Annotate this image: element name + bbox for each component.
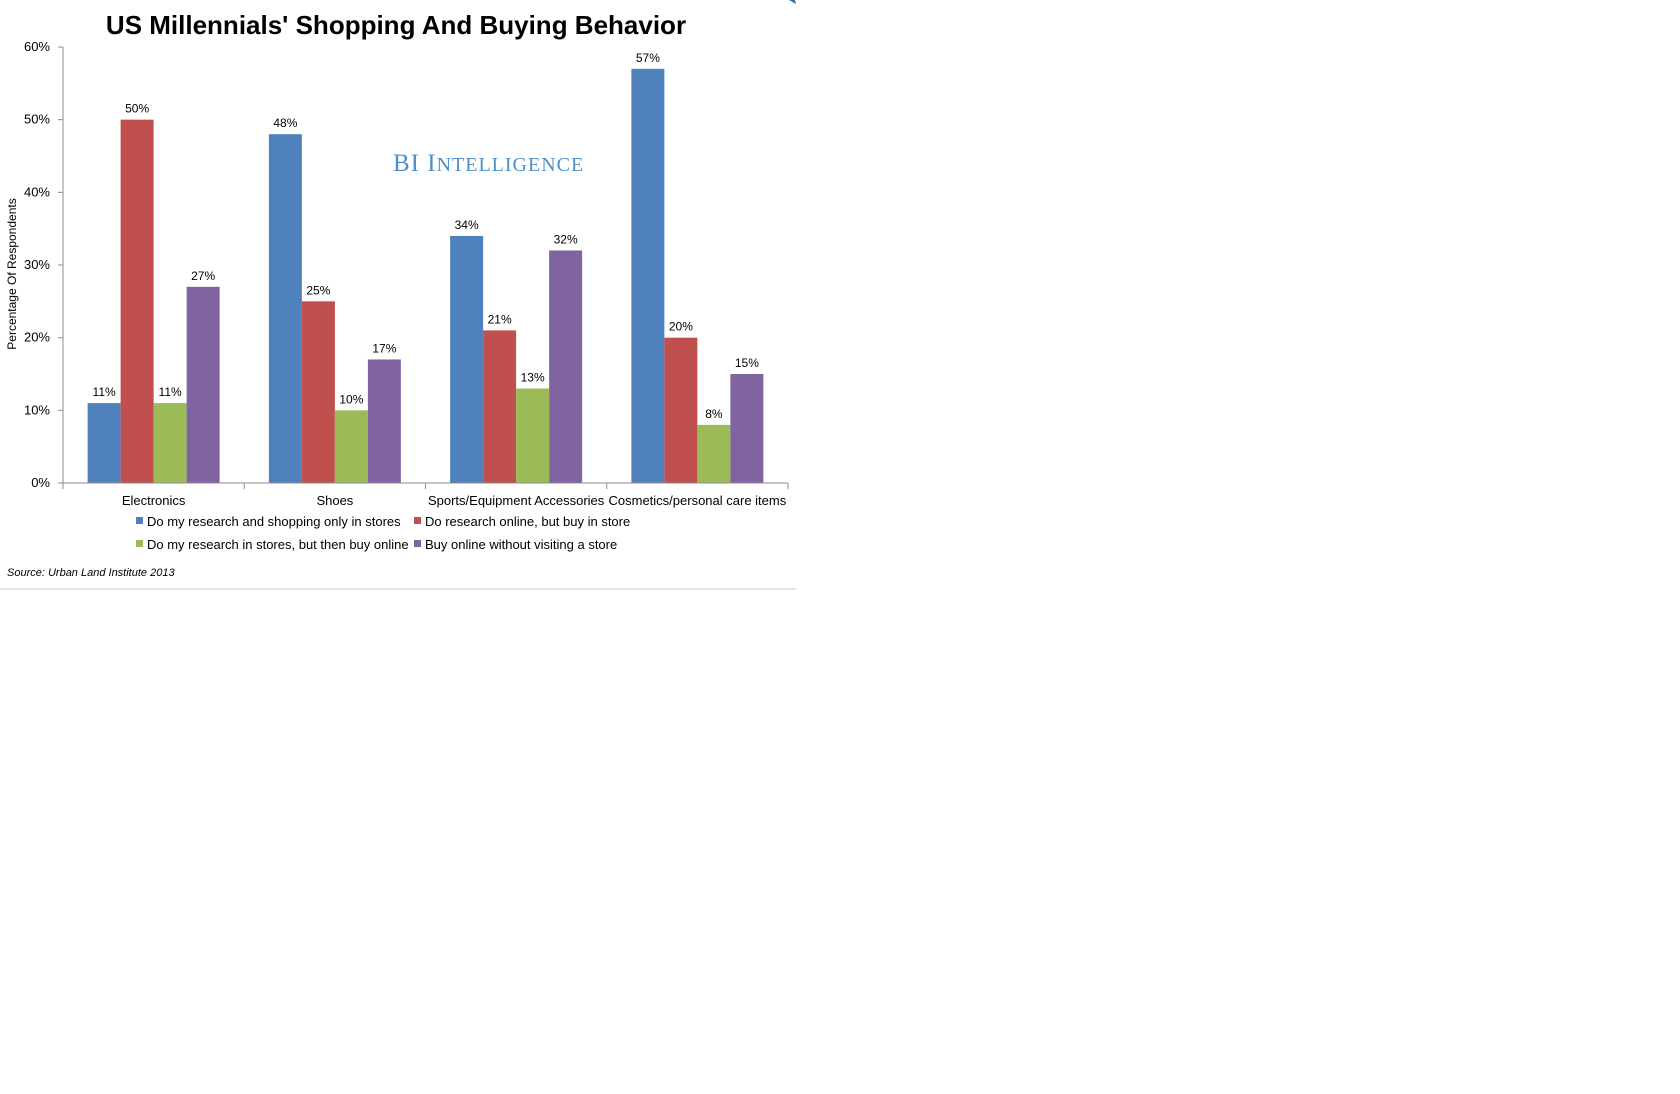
- corner-mark: [789, 0, 796, 4]
- bar: [268, 134, 302, 483]
- axes-group: [62, 47, 789, 489]
- bar: [120, 119, 154, 484]
- legend-swatch: [414, 517, 421, 524]
- source-note: Source: Urban Land Institute 2013: [7, 567, 175, 579]
- legend-label: Do research online, but buy in store: [425, 514, 630, 529]
- bar-value-label: 25%: [306, 283, 330, 297]
- bar: [516, 388, 550, 483]
- bar: [697, 424, 731, 483]
- bar-value-label: 21%: [488, 312, 512, 326]
- bar-value-label: 34%: [455, 218, 479, 232]
- bar-value-label: 57%: [636, 51, 660, 65]
- y-tick-label: 50%: [24, 112, 50, 127]
- bar: [186, 286, 220, 483]
- data-labels-group: 11% 50% 11% 27% 48% 25% 10% 17% 34% 21% 13% 32% 57% 2…: [93, 51, 760, 421]
- bar: [664, 337, 698, 483]
- bar: [730, 374, 764, 483]
- bar: [631, 68, 665, 484]
- bar-value-label: 50%: [125, 102, 149, 116]
- x-category-label: Cosmetics/personal care items: [609, 493, 787, 508]
- bi-intelligence-watermark: BI INTELLIGENCE: [393, 150, 584, 177]
- legend: Do my research and shopping only in stor…: [136, 514, 630, 552]
- x-category-label: Electronics: [122, 493, 186, 508]
- x-axis: Electronics Shoes Sports/Equipment Accesso…: [122, 493, 787, 508]
- legend-label: Do my research and shopping only in stor…: [147, 514, 401, 529]
- bar-value-label: 32%: [554, 232, 578, 246]
- bar-value-label: 11%: [159, 385, 182, 399]
- y-axis-title: Percentage Of Respondents: [5, 198, 19, 349]
- bars-group: [87, 68, 764, 484]
- legend-swatch: [414, 540, 421, 547]
- y-axis: 0% 10% 20% 30% 40% 50% 60%: [24, 39, 63, 490]
- legend-label: Do my research in stores, but then buy o…: [147, 537, 409, 552]
- chart-title: US Millennials' Shopping And Buying Beha…: [106, 10, 686, 40]
- y-tick-label: 30%: [24, 257, 50, 272]
- y-tick-label: 10%: [24, 402, 50, 417]
- bar-value-label: 48%: [273, 116, 297, 130]
- bar-value-label: 15%: [735, 356, 759, 370]
- bar-value-label: 13%: [521, 371, 545, 385]
- bar-value-label: 8%: [705, 407, 723, 421]
- bar: [367, 359, 401, 483]
- legend-swatch: [136, 517, 143, 524]
- y-tick-label: 20%: [24, 330, 50, 345]
- x-category-label: Sports/Equipment Accessories: [428, 493, 605, 508]
- bar: [334, 410, 368, 483]
- y-tick-label: 60%: [24, 39, 50, 54]
- bar-value-label: 27%: [191, 269, 215, 283]
- legend-swatch: [136, 540, 143, 547]
- bar: [483, 330, 517, 483]
- y-tick-label: 0%: [31, 475, 50, 490]
- y-tick-label: 40%: [24, 184, 50, 199]
- bar: [450, 235, 484, 483]
- bar-value-label: 10%: [339, 392, 363, 406]
- bar-value-label: 20%: [669, 320, 693, 334]
- bar: [153, 403, 187, 483]
- bar: [549, 250, 583, 483]
- bar: [87, 403, 121, 483]
- bar-value-label: 17%: [372, 341, 396, 355]
- legend-label: Buy online without visiting a store: [425, 537, 617, 552]
- bar-value-label: 11%: [93, 385, 116, 399]
- bar: [301, 301, 335, 483]
- x-category-label: Shoes: [316, 493, 353, 508]
